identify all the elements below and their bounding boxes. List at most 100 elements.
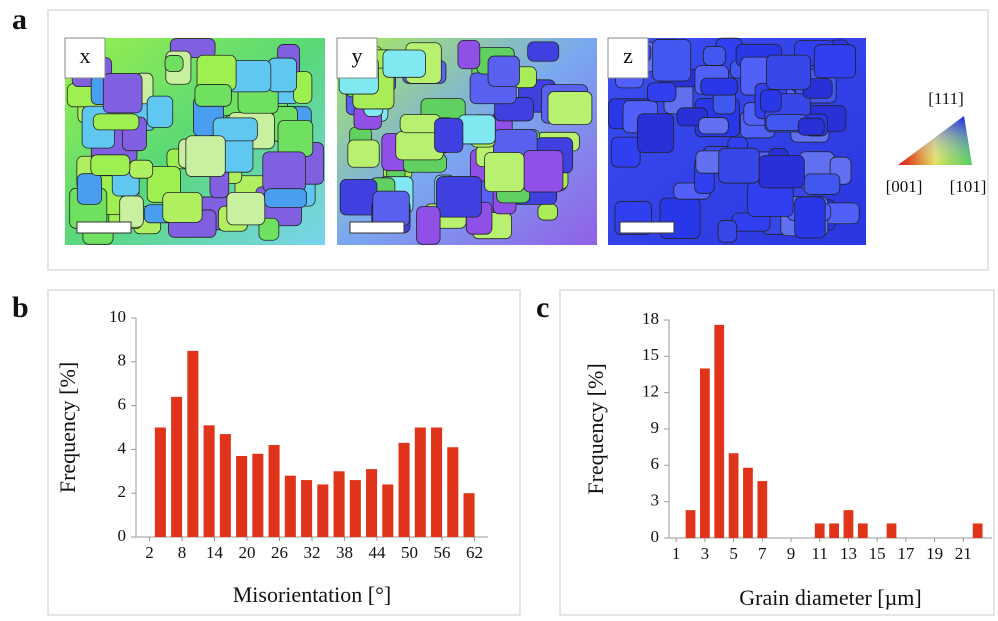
map-label-box <box>336 37 378 79</box>
grain <box>434 117 464 153</box>
grain <box>766 54 811 90</box>
x-tick-label: 50 <box>401 543 418 562</box>
y-tick-label: 6 <box>651 454 660 473</box>
map-label-box <box>607 37 649 79</box>
grain <box>264 188 307 208</box>
panel-label: a <box>12 3 27 36</box>
bar <box>463 493 475 537</box>
bar <box>843 510 854 538</box>
y-tick-label: 18 <box>642 309 659 328</box>
grain <box>185 135 226 177</box>
x-axis-label: Misorientation [°] <box>233 582 392 607</box>
ipf-label: [111] <box>928 89 964 108</box>
x-tick-label: 38 <box>336 543 353 562</box>
bar <box>857 523 868 538</box>
bar <box>333 471 345 537</box>
grain <box>76 173 103 205</box>
x-tick-label: 8 <box>178 543 187 562</box>
scale-bar <box>349 221 405 234</box>
grain <box>487 55 520 87</box>
x-tick-label: 11 <box>812 544 828 563</box>
y-tick-label: 0 <box>651 527 660 546</box>
orientation-maps <box>65 37 866 245</box>
bar <box>317 484 329 537</box>
x-tick-label: 62 <box>466 543 483 562</box>
bar <box>814 523 825 538</box>
bar <box>972 523 983 538</box>
bar <box>203 425 215 537</box>
y-axis-label: Frequency [%] <box>583 363 608 494</box>
grain <box>372 190 410 227</box>
x-tick-label: 26 <box>271 543 288 562</box>
grain <box>698 117 729 135</box>
bar <box>398 442 410 537</box>
bar <box>171 396 183 537</box>
bar <box>154 427 166 537</box>
ipf-key-overlay <box>898 116 972 165</box>
x-tick-label: 44 <box>368 543 386 562</box>
grain-layer <box>608 37 860 243</box>
bar <box>366 469 378 537</box>
bar <box>700 368 710 538</box>
x-tick-label: 21 <box>955 544 972 563</box>
x-tick-label: 7 <box>758 544 767 563</box>
panel-frame <box>47 9 989 271</box>
panel-label: c <box>536 291 549 324</box>
y-tick-label: 0 <box>118 526 127 545</box>
grain <box>194 84 232 107</box>
bar <box>685 510 696 538</box>
y-tick-label: 3 <box>651 491 660 510</box>
x-tick-label: 5 <box>729 544 738 563</box>
grain <box>268 57 297 93</box>
grain <box>700 77 739 96</box>
bar <box>431 427 443 537</box>
bar <box>382 484 394 537</box>
x-tick-label: 19 <box>926 544 943 563</box>
grain <box>436 176 482 218</box>
scale-bar <box>619 221 675 234</box>
grain <box>212 117 258 142</box>
grain <box>718 147 760 184</box>
x-tick-label: 15 <box>869 544 886 563</box>
x-tick-label: 20 <box>239 543 256 562</box>
x-tick-label: 3 <box>701 544 710 563</box>
grain <box>262 151 306 193</box>
grain <box>162 192 203 223</box>
grain <box>636 113 675 153</box>
bar <box>714 324 725 538</box>
grain <box>258 217 280 241</box>
grain <box>119 195 144 228</box>
bar <box>349 480 361 537</box>
x-tick-label: 9 <box>787 544 796 563</box>
bar <box>219 434 231 537</box>
grain <box>92 113 140 131</box>
y-tick-label: 15 <box>642 345 659 364</box>
grain <box>416 206 441 245</box>
grain <box>277 120 314 157</box>
x-tick-label: 13 <box>840 544 857 563</box>
bar <box>268 445 280 537</box>
grain <box>759 89 782 113</box>
x-tick-label: 2 <box>145 543 154 562</box>
bar <box>728 453 739 538</box>
y-axis-label: Frequency [%] <box>55 362 80 493</box>
bar <box>757 481 768 538</box>
bar <box>447 447 459 537</box>
map-label: x <box>80 43 91 68</box>
grain <box>164 55 184 72</box>
panel-frame <box>559 289 995 616</box>
grain <box>484 152 525 193</box>
map-label: y <box>352 43 363 68</box>
x-tick-label: 1 <box>672 544 681 563</box>
grain <box>797 117 825 136</box>
y-tick-label: 10 <box>109 307 126 326</box>
bar <box>829 523 839 538</box>
grain <box>537 203 558 221</box>
bar <box>252 453 264 537</box>
panel-label: b <box>12 291 29 324</box>
grain <box>717 220 738 243</box>
y-tick-label: 6 <box>118 395 127 414</box>
grain <box>90 154 131 176</box>
bar <box>886 523 897 538</box>
